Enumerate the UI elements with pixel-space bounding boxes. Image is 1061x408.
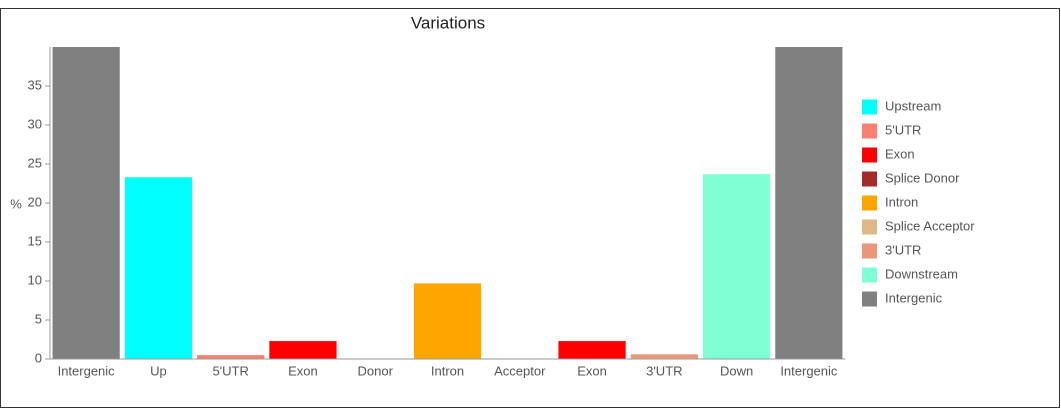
y-tick-label: 0 bbox=[35, 350, 42, 365]
x-tick-label: Exon bbox=[577, 363, 607, 378]
bar bbox=[413, 283, 482, 359]
legend-label: Splice Acceptor bbox=[885, 218, 975, 233]
x-tick-label: Exon bbox=[288, 363, 318, 378]
y-tick-label: 35 bbox=[28, 77, 42, 92]
legend-label: Downstream bbox=[885, 266, 958, 281]
y-tick-label: 10 bbox=[28, 272, 42, 287]
x-tick-label: Intergenic bbox=[780, 363, 838, 378]
legend-swatch bbox=[862, 267, 877, 283]
legend-swatch bbox=[862, 219, 877, 235]
y-tick-label: 5 bbox=[35, 311, 42, 326]
x-tick-label: 3'UTR bbox=[646, 363, 682, 378]
x-tick-label: 5'UTR bbox=[212, 363, 248, 378]
legend-label: Intron bbox=[885, 194, 918, 209]
legend-label: 5'UTR bbox=[885, 122, 921, 137]
x-tick-label: Acceptor bbox=[494, 363, 546, 378]
y-tick-label: 25 bbox=[28, 155, 42, 170]
legend-label: Exon bbox=[885, 146, 915, 161]
x-tick-label: Intergenic bbox=[58, 363, 116, 378]
legend-swatch bbox=[862, 99, 877, 115]
legend-swatch bbox=[862, 243, 877, 259]
legend-swatch bbox=[862, 291, 877, 307]
legend-swatch bbox=[862, 195, 877, 211]
bar bbox=[197, 355, 265, 359]
bar bbox=[124, 177, 193, 359]
x-tick-label: Down bbox=[720, 363, 753, 378]
legend-label: Intergenic bbox=[885, 290, 943, 305]
y-axis-label: % bbox=[10, 196, 22, 211]
legend-label: Upstream bbox=[885, 98, 941, 113]
bar bbox=[630, 354, 698, 359]
bar bbox=[52, 47, 120, 359]
legend-label: Splice Donor bbox=[885, 170, 960, 185]
x-tick-label: Up bbox=[150, 363, 167, 378]
x-tick-label: Intron bbox=[431, 363, 464, 378]
legend-swatch bbox=[862, 123, 877, 139]
legend-swatch bbox=[862, 147, 877, 163]
bar bbox=[775, 47, 843, 359]
y-tick-label: 15 bbox=[28, 233, 42, 248]
chart-title: Variations bbox=[411, 13, 485, 32]
y-tick-label: 20 bbox=[28, 194, 42, 209]
y-tick-label: 30 bbox=[28, 116, 42, 131]
plot-area bbox=[52, 47, 843, 359]
x-tick-label: Donor bbox=[358, 363, 394, 378]
bar bbox=[558, 341, 626, 359]
bar bbox=[702, 174, 771, 359]
legend-label: 3'UTR bbox=[885, 242, 921, 257]
bar bbox=[269, 341, 337, 359]
legend-swatch bbox=[862, 171, 877, 187]
